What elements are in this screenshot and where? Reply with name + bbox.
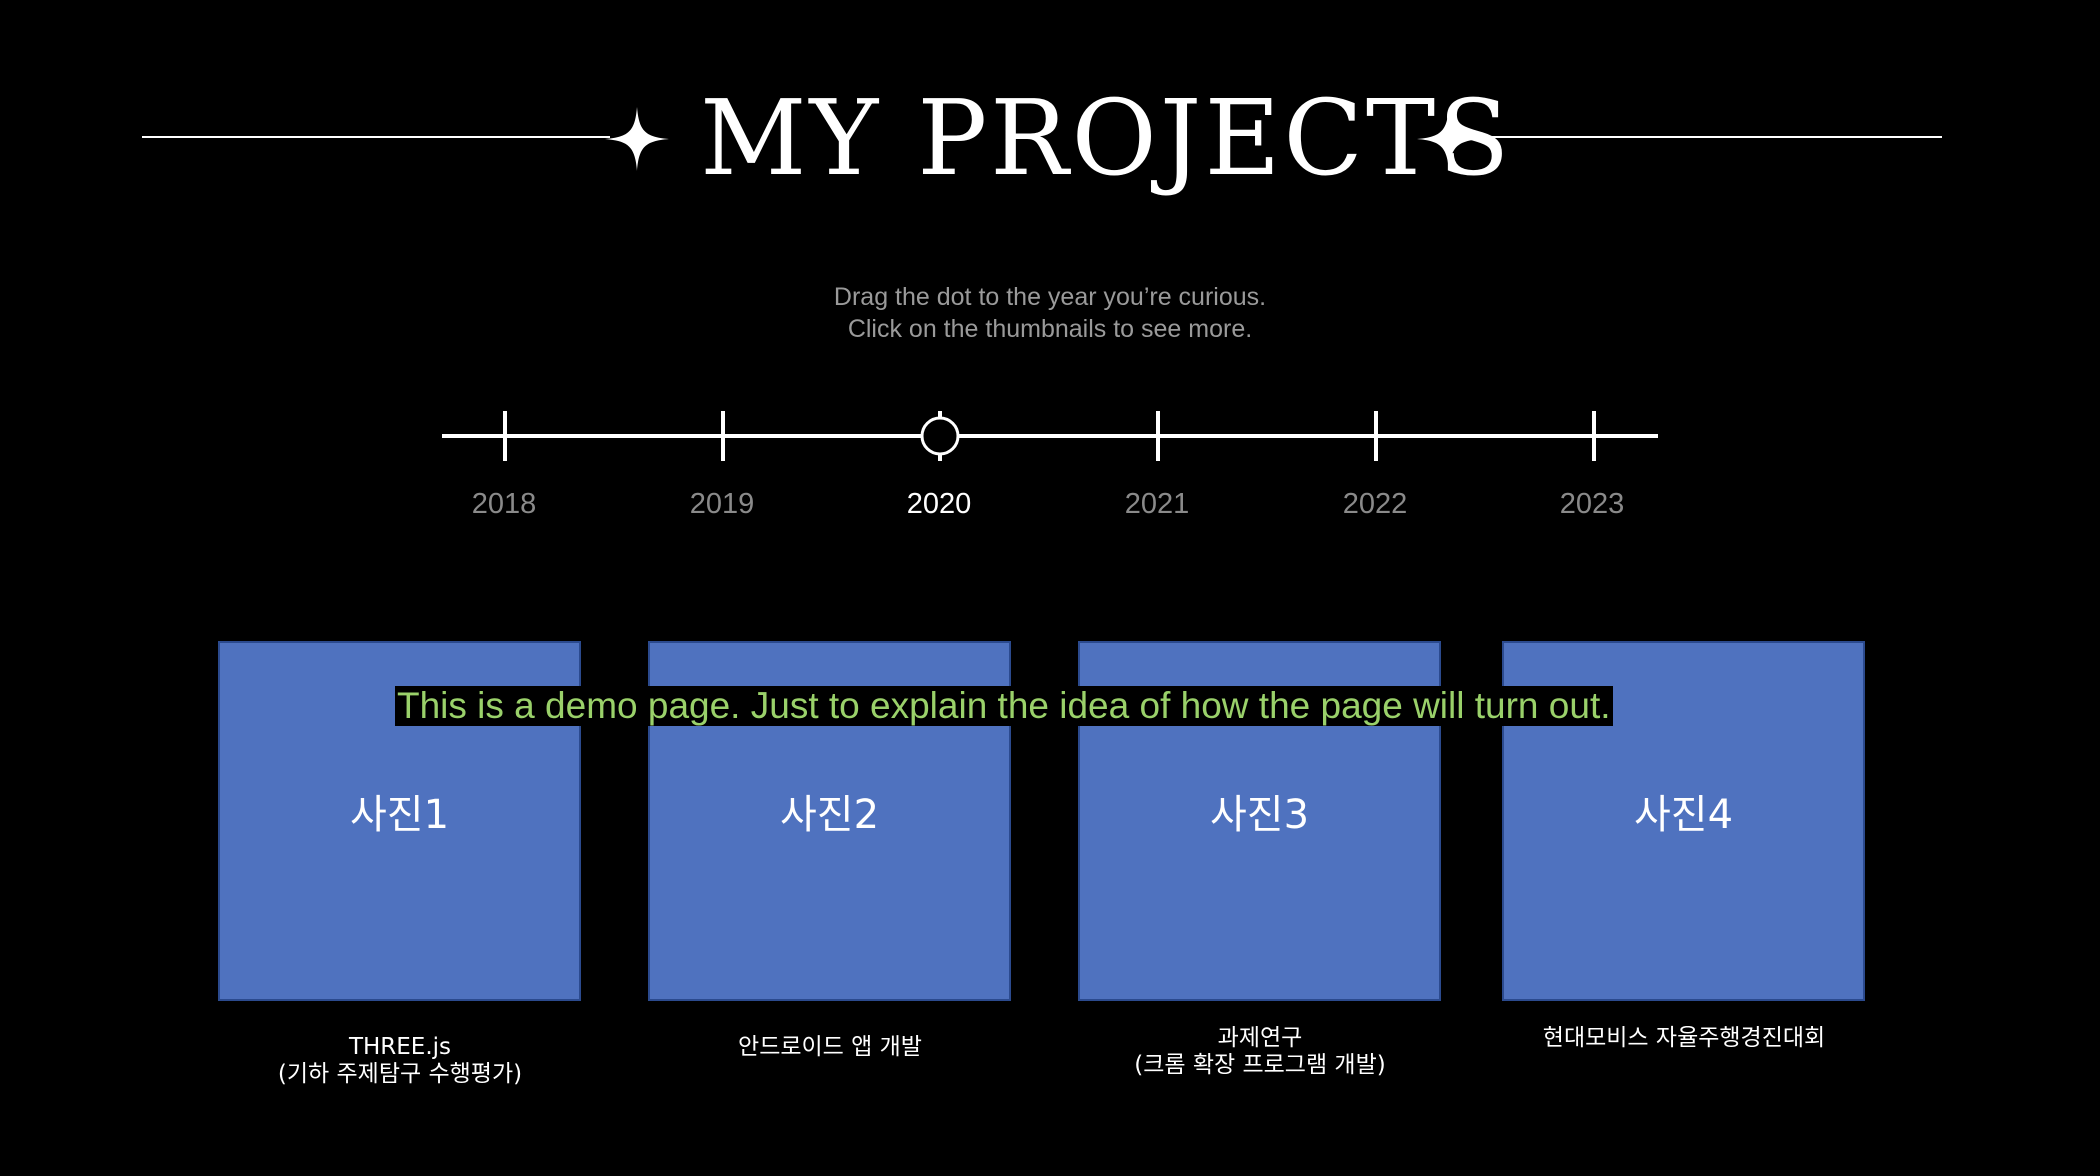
- page-title: MY PROJECTS: [700, 77, 1513, 199]
- year-label-2019[interactable]: 2019: [689, 488, 755, 520]
- sparkle-icon-left: [605, 107, 669, 171]
- instruction-line-click: Click on the thumbnails to see more.: [847, 315, 1253, 343]
- project-caption-3: 과제연구 (크롬 확장 프로그램 개발): [1050, 1025, 1470, 1079]
- title-line-right: [1476, 136, 1942, 138]
- year-label-2021[interactable]: 2021: [1124, 488, 1190, 520]
- timeline-drag-handle[interactable]: [920, 416, 960, 456]
- thumbnail-placeholder-label: 사진3: [1209, 792, 1310, 838]
- caption-subtitle: (기하 주제탐구 수행평가): [277, 1061, 523, 1087]
- thumbnail-placeholder-label: 사진1: [349, 792, 450, 838]
- year-label-2018[interactable]: 2018: [471, 488, 537, 520]
- year-label-2020-selected[interactable]: 2020: [906, 488, 972, 520]
- instructions: Drag the dot to the year you’re curious.…: [550, 281, 1550, 345]
- caption-title: 과제연구: [1217, 1025, 1303, 1051]
- caption-title: THREE.js: [348, 1034, 452, 1060]
- title-line-left: [142, 136, 610, 138]
- caption-title: 현대모비스 자율주행경진대회: [1542, 1025, 1826, 1051]
- year-label-2023[interactable]: 2023: [1559, 488, 1625, 520]
- thumbnail-placeholder-label: 사진4: [1633, 792, 1734, 838]
- year-timeline-slider[interactable]: [0, 0, 2100, 540]
- sparkle-icon-right: [1417, 107, 1481, 171]
- caption-title: 안드로이드 앱 개발: [738, 1034, 922, 1060]
- project-caption-1: THREE.js (기하 주제탐구 수행평가): [190, 1034, 610, 1088]
- instruction-line-drag: Drag the dot to the year you’re curious.: [833, 283, 1267, 311]
- caption-subtitle: (크롬 확장 프로그램 개발): [1134, 1052, 1386, 1078]
- project-caption-2: 안드로이드 앱 개발: [620, 1034, 1040, 1061]
- thumbnail-placeholder-label: 사진2: [779, 792, 880, 838]
- year-label-2022[interactable]: 2022: [1342, 488, 1408, 520]
- project-caption-4: 현대모비스 자율주행경진대회: [1474, 1025, 1894, 1052]
- demo-notice-banner: This is a demo page. Just to explain the…: [395, 685, 1613, 726]
